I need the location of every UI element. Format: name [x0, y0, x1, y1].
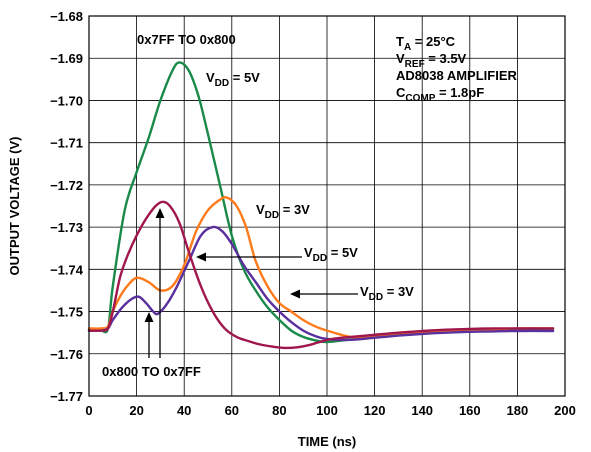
- y-tick-label: −1.76: [50, 347, 83, 362]
- arrow-down-transition-right: [155, 208, 165, 358]
- label-green-vdd: VDD = 5V: [206, 70, 260, 89]
- series-line-2: [87, 225, 555, 342]
- condition-ta: TA = 25°C: [396, 34, 456, 53]
- x-tick-label: 180: [507, 403, 529, 418]
- y-tick-label: −1.77: [50, 389, 83, 404]
- x-tick-label: 200: [554, 403, 576, 418]
- x-axis-title: TIME (ns): [298, 434, 357, 449]
- arrow-down-transition-left: [144, 312, 154, 358]
- x-tick-label: 20: [129, 403, 143, 418]
- label-orange-vdd: VDD = 3V: [256, 202, 310, 221]
- condition-vref: VREF = 3.5V: [396, 51, 467, 70]
- y-tick-label: −1.75: [50, 305, 83, 320]
- label-purple-vdd: VDD = 5V: [304, 245, 358, 264]
- series-line-1: [87, 195, 555, 339]
- y-tick-label: −1.73: [50, 220, 83, 235]
- y-tick-label: −1.69: [50, 51, 83, 66]
- series-layer: [87, 61, 555, 350]
- condition-ccomp: CCOMP = 1.8pF: [396, 85, 484, 104]
- x-tick-label: 80: [272, 403, 286, 418]
- x-tick-label: 140: [411, 403, 433, 418]
- y-tick-label: −1.72: [50, 178, 83, 193]
- condition-amplifier: AD8038 AMPLIFIER: [396, 68, 517, 83]
- arrow-red-vdd: [290, 289, 358, 299]
- x-tick-label: 100: [316, 403, 338, 418]
- y-tick-label: −1.71: [50, 136, 83, 151]
- series-line-3: [87, 200, 555, 350]
- plot-frame: [88, 15, 566, 397]
- x-tick-label: 120: [364, 403, 386, 418]
- x-tick-label: 60: [225, 403, 239, 418]
- y-tick-label: −1.68: [50, 9, 83, 24]
- label-down-transition: 0x800 TO 0x7FF: [102, 364, 201, 379]
- arrow-purple-vdd: [196, 252, 302, 262]
- x-tick-label: 160: [459, 403, 481, 418]
- x-tick-label: 40: [177, 403, 191, 418]
- x-tick-label: 0: [85, 403, 92, 418]
- label-up-transition: 0x7FF TO 0x800: [137, 32, 236, 47]
- label-red-vdd: VDD = 3V: [360, 284, 414, 303]
- y-tick-label: −1.70: [50, 93, 83, 108]
- tick-labels: 0 20 40 60 80 100 120 140 160 180 200 −1.68 −1.69 −1.…: [50, 9, 576, 418]
- y-axis-title: OUTPUT VOLTAGE (V): [7, 137, 22, 276]
- y-tick-label: −1.74: [50, 262, 84, 277]
- grid: [89, 16, 565, 396]
